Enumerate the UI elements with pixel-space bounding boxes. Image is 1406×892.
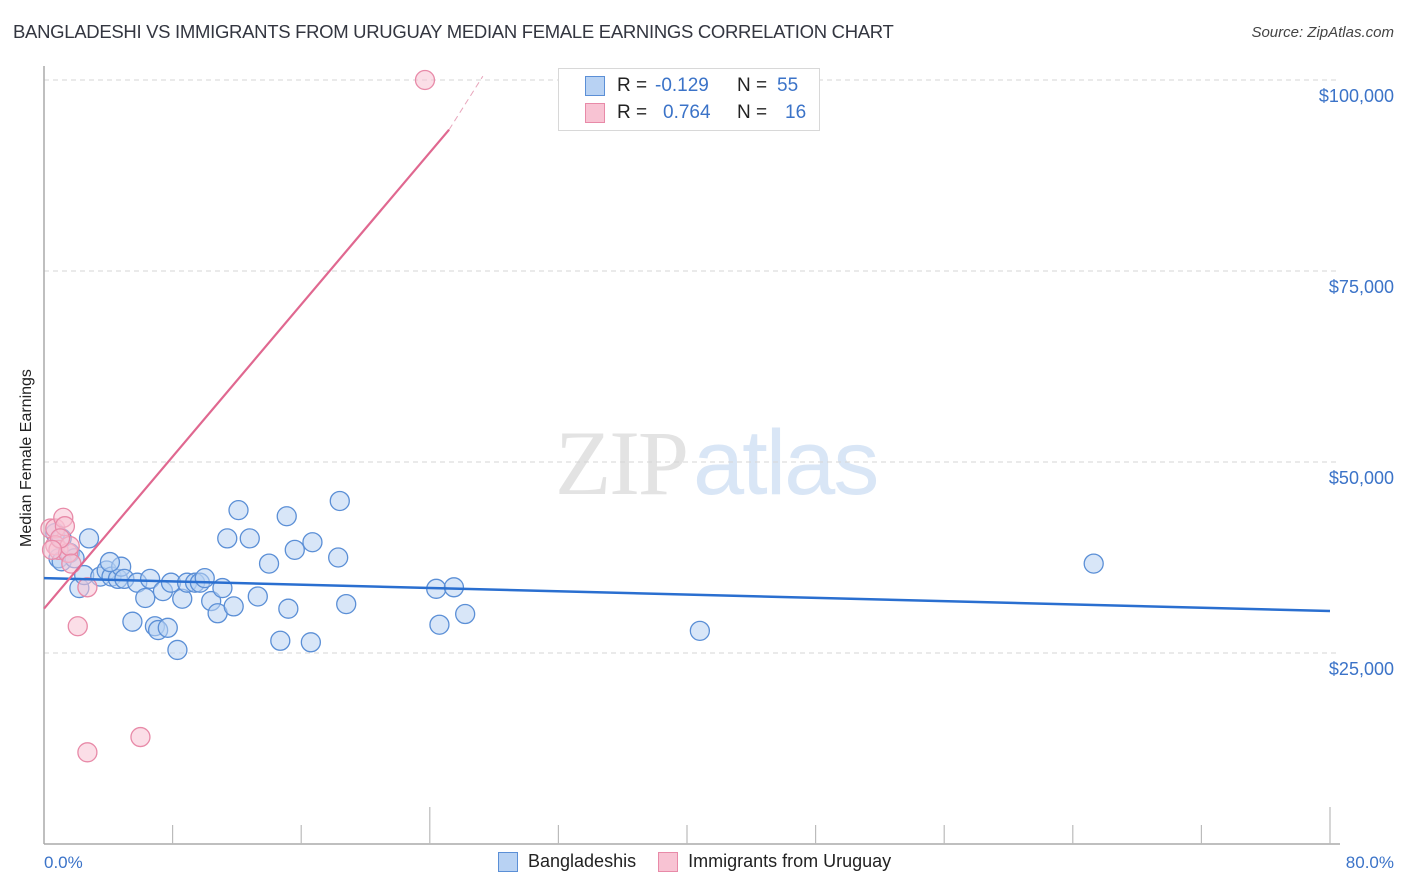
uruguay-points — [40, 69, 436, 763]
zipatlas-watermark: ZIPatlas — [555, 412, 879, 514]
pink-swatch-icon — [585, 103, 605, 123]
blue-swatch-icon — [585, 76, 605, 96]
y-tick-75000: $75,000 — [1328, 277, 1394, 297]
n-value: 55 — [777, 75, 799, 96]
r-value: 0.764 — [663, 102, 711, 123]
legend-item-bangladeshis[interactable]: Bangladeshis — [498, 851, 636, 872]
x-max-label: 80.0% — [1345, 853, 1394, 872]
source-credit: Source: ZipAtlas.com — [1251, 24, 1394, 41]
blue-swatch-icon — [498, 851, 518, 872]
legend-row-bangladeshis: R = -0.129 N = 55 — [585, 75, 798, 97]
y-tick-100000: $100,000 — [1318, 86, 1394, 106]
n-value: 16 — [785, 102, 807, 123]
y-axis-label: Median Female Earnings — [18, 369, 35, 547]
series-legend: Bangladeshis Immigrants from Uruguay — [498, 851, 913, 872]
x-min-label: 0.0% — [44, 853, 83, 872]
gridlines — [44, 79, 1340, 654]
axes — [43, 66, 1340, 845]
pink-swatch-icon — [658, 851, 679, 872]
y-tick-50000: $50,000 — [1328, 468, 1394, 488]
r-value: -0.129 — [655, 75, 709, 96]
trend-lines — [43, 75, 1331, 613]
chart-title: BANGLADESHI VS IMMIGRANTS FROM URUGUAY M… — [13, 21, 894, 42]
legend-item-uruguay[interactable]: Immigrants from Uruguay — [658, 851, 891, 872]
correlation-legend: R = -0.129 N = 55 R = 0.764 N = 16 — [558, 68, 820, 131]
y-tick-25000: $25,000 — [1328, 659, 1394, 679]
bangladeshis-points — [45, 490, 1104, 661]
legend-row-uruguay: R = 0.764 N = 16 — [585, 102, 806, 124]
